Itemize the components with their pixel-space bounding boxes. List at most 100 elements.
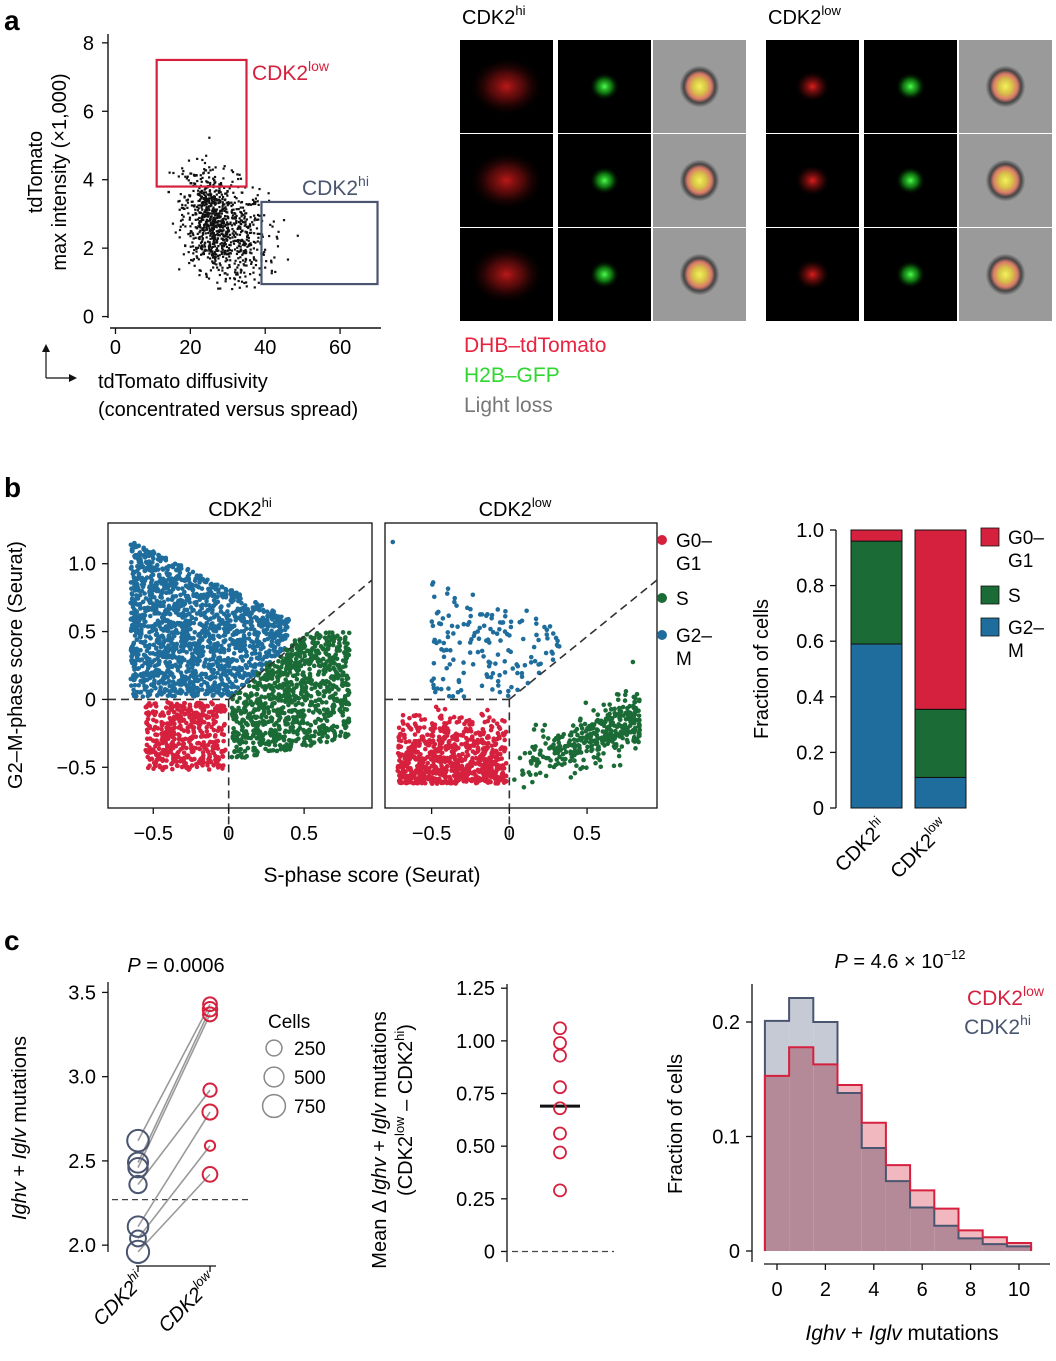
a-point xyxy=(251,221,254,224)
b-point xyxy=(622,698,628,703)
a-point xyxy=(243,271,246,274)
b-point xyxy=(179,577,185,583)
b-point xyxy=(223,620,229,626)
b-point xyxy=(612,723,617,728)
b-point xyxy=(534,632,539,638)
a-point xyxy=(198,198,202,201)
a-point xyxy=(296,234,299,237)
a-point xyxy=(231,214,235,217)
b-point xyxy=(581,740,587,746)
b-point xyxy=(601,702,607,708)
a-point xyxy=(204,195,208,198)
b-point xyxy=(175,690,181,696)
b-point xyxy=(147,651,153,656)
b-point xyxy=(267,634,273,640)
a-point xyxy=(208,219,212,222)
a-point xyxy=(244,220,247,223)
b-point xyxy=(169,624,174,630)
b-point xyxy=(560,734,565,740)
b-point xyxy=(445,630,451,635)
b-point xyxy=(294,717,299,722)
b-point xyxy=(193,674,198,680)
b-point xyxy=(204,703,210,709)
b-point xyxy=(296,700,301,706)
b-point xyxy=(243,699,249,705)
b-point xyxy=(321,693,327,699)
a-point xyxy=(236,250,239,253)
b-point xyxy=(538,661,543,667)
b-point xyxy=(212,642,217,648)
a-point xyxy=(268,199,271,202)
b-point xyxy=(160,767,165,773)
b-point xyxy=(282,710,287,716)
a-point xyxy=(199,246,203,249)
a-point xyxy=(212,234,215,237)
a-point xyxy=(241,191,244,194)
b-point xyxy=(232,593,238,599)
b-point xyxy=(265,653,271,659)
b-point xyxy=(299,646,304,652)
a-point xyxy=(223,186,226,190)
b-point xyxy=(329,686,335,692)
a-point xyxy=(201,238,204,241)
b-point xyxy=(267,696,273,701)
a-point xyxy=(226,273,229,276)
a-point xyxy=(230,169,233,172)
a-point xyxy=(225,237,228,240)
b-point xyxy=(216,725,222,731)
b-point xyxy=(221,647,226,653)
a-point xyxy=(203,161,207,165)
a-point xyxy=(223,165,226,168)
b-point xyxy=(132,599,137,604)
b-point xyxy=(309,678,315,683)
b-point xyxy=(577,743,582,749)
b-point xyxy=(431,682,436,688)
b-point xyxy=(192,629,198,635)
b-point xyxy=(243,720,249,726)
b-point xyxy=(176,655,182,660)
a-point xyxy=(253,214,256,217)
a-point xyxy=(233,201,236,204)
a-point xyxy=(248,251,252,254)
a-point xyxy=(261,235,264,238)
b-point xyxy=(342,696,347,702)
b-point xyxy=(141,545,146,551)
b-point xyxy=(132,682,138,688)
a-point xyxy=(205,275,208,279)
b-point xyxy=(531,644,537,650)
a-point xyxy=(191,222,194,225)
b-point xyxy=(166,563,172,569)
b-point xyxy=(533,722,539,728)
b-point xyxy=(153,646,159,651)
a-point xyxy=(249,243,253,247)
a-point xyxy=(208,176,211,179)
b-point xyxy=(270,738,276,744)
b-point xyxy=(543,741,548,746)
b-point xyxy=(622,692,628,698)
a-point xyxy=(217,219,220,223)
b-point xyxy=(199,605,205,611)
a-point xyxy=(222,167,225,170)
a-point xyxy=(254,217,257,220)
a-point xyxy=(207,171,210,174)
b-point xyxy=(272,742,278,748)
a-point xyxy=(269,223,272,226)
b-point xyxy=(307,660,313,666)
a-point xyxy=(243,209,246,212)
b-point xyxy=(441,648,447,653)
a-point xyxy=(250,252,253,255)
a-point xyxy=(211,201,214,204)
b-point xyxy=(246,631,252,637)
a-point xyxy=(191,245,195,248)
b-point xyxy=(258,619,263,624)
b-point xyxy=(180,717,186,723)
b-point xyxy=(206,721,211,727)
a-point xyxy=(245,218,248,221)
a-point xyxy=(227,202,231,205)
b-point xyxy=(166,576,172,582)
a-point xyxy=(236,266,239,269)
a-point xyxy=(229,237,232,240)
green-channel-blob xyxy=(895,166,926,195)
b-point xyxy=(284,617,289,622)
a-point xyxy=(234,235,237,239)
